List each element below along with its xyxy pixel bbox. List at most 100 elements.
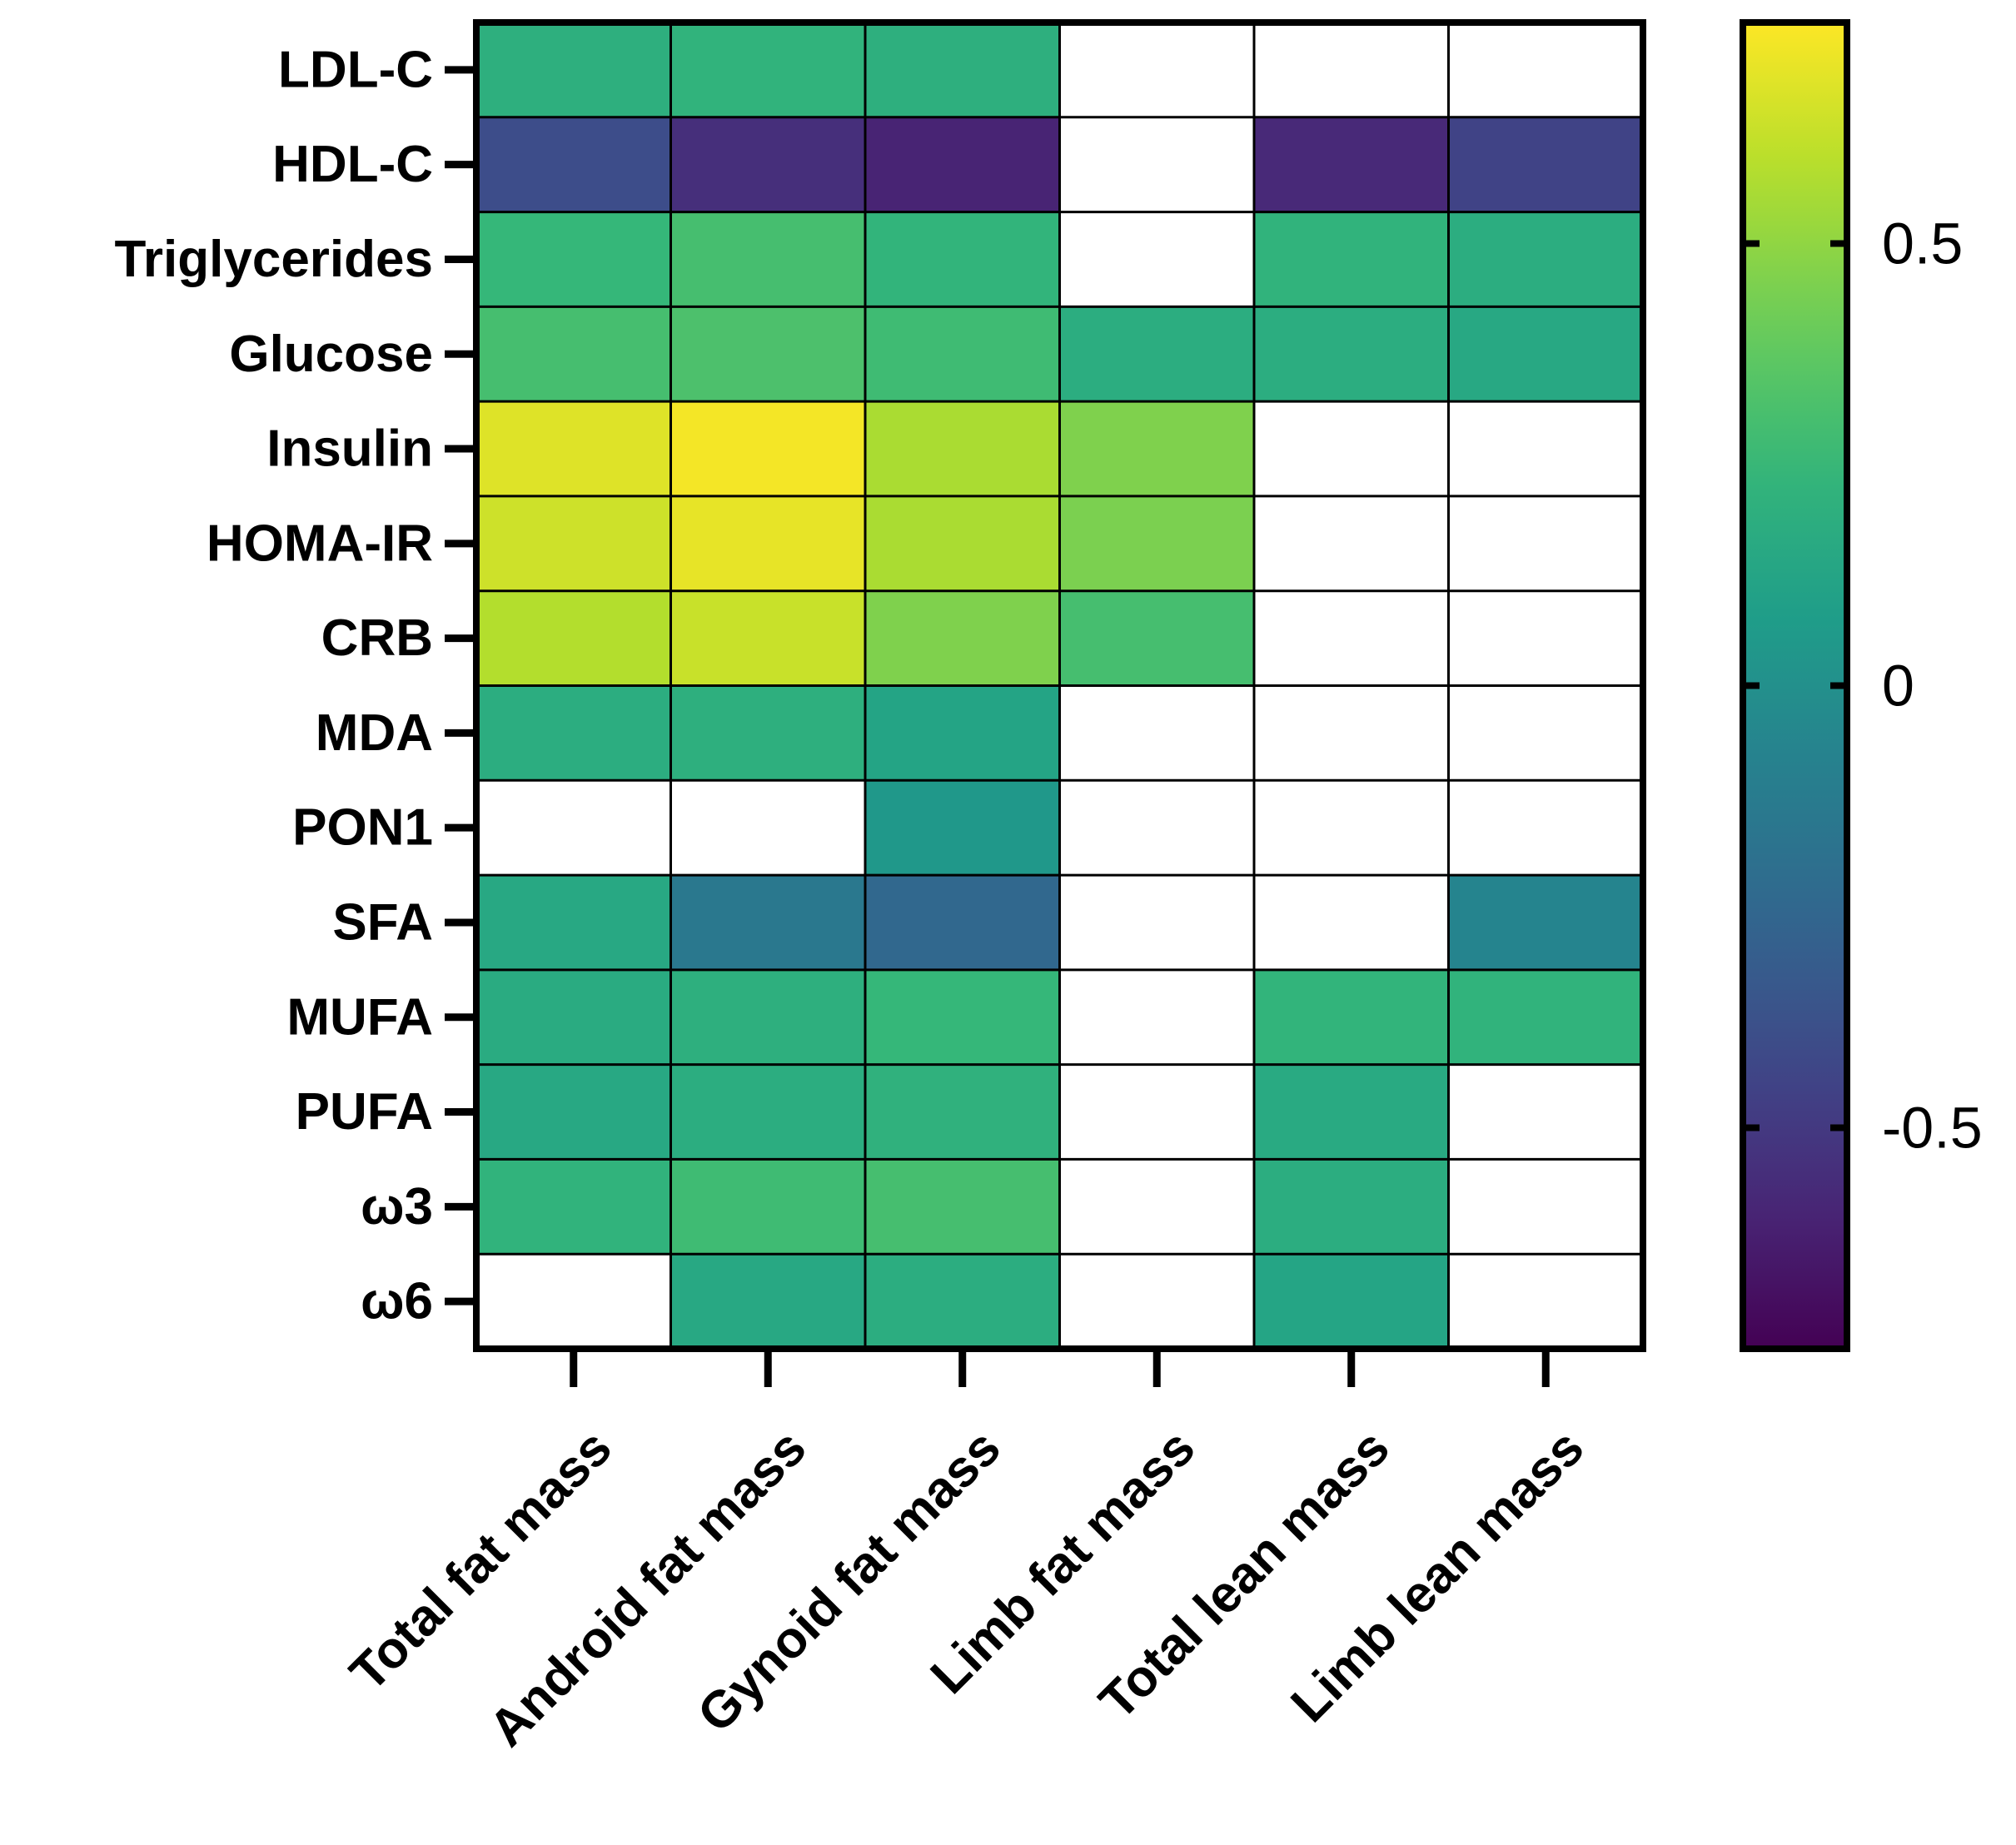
cell-ldl-c-gynoid-fat-mass (865, 22, 1060, 117)
heatmap-cells (476, 22, 1643, 1349)
cell-ldl-c-android-fat-mass (670, 22, 865, 117)
cell-mufa-total-fat-mass (476, 969, 671, 1065)
cell-homa-ir-android-fat-mass (670, 495, 865, 591)
cell-ldl-c-limb-fat-mass (1059, 22, 1254, 117)
cell-insulin-limb-fat-mass (1059, 401, 1254, 496)
cell-mufa-total-lean-mass (1254, 969, 1449, 1065)
cell-sfa-total-lean-mass (1254, 875, 1449, 970)
cell-ω3-limb-lean-mass (1448, 1159, 1643, 1255)
cell-sfa-total-fat-mass (476, 875, 671, 970)
cell-glucose-total-fat-mass (476, 306, 671, 402)
cell-ω6-limb-lean-mass (1448, 1254, 1643, 1349)
cell-mufa-limb-fat-mass (1059, 969, 1254, 1065)
cell-mufa-limb-lean-mass (1448, 969, 1643, 1065)
row-label-ω3: ω3 (361, 1178, 433, 1236)
cell-pon1-android-fat-mass (670, 780, 865, 876)
cell-ω3-limb-fat-mass (1059, 1159, 1254, 1255)
cell-triglycerides-total-fat-mass (476, 211, 671, 307)
cell-mda-total-fat-mass (476, 685, 671, 781)
cell-triglycerides-total-lean-mass (1254, 211, 1449, 307)
cell-hdl-c-total-lean-mass (1254, 117, 1449, 212)
row-label-crb: CRB (321, 609, 433, 667)
row-label-homa-ir: HOMA-IR (207, 515, 433, 572)
cell-ω6-gynoid-fat-mass (865, 1254, 1060, 1349)
cell-ω6-limb-fat-mass (1059, 1254, 1254, 1349)
cell-ω3-total-fat-mass (476, 1159, 671, 1255)
cell-pon1-gynoid-fat-mass (865, 780, 1060, 876)
cell-glucose-gynoid-fat-mass (865, 306, 1060, 402)
cell-crb-total-lean-mass (1254, 590, 1449, 686)
cell-pon1-total-fat-mass (476, 780, 671, 876)
cell-mufa-android-fat-mass (670, 969, 865, 1065)
cell-homa-ir-gynoid-fat-mass (865, 495, 1060, 591)
cell-homa-ir-limb-lean-mass (1448, 495, 1643, 591)
cell-pon1-limb-lean-mass (1448, 780, 1643, 876)
cell-ω6-total-fat-mass (476, 1254, 671, 1349)
cell-pufa-limb-lean-mass (1448, 1064, 1643, 1160)
cell-mda-limb-fat-mass (1059, 685, 1254, 781)
cell-pufa-limb-fat-mass (1059, 1064, 1254, 1160)
cell-sfa-limb-fat-mass (1059, 875, 1254, 970)
cell-hdl-c-limb-fat-mass (1059, 117, 1254, 212)
cell-pufa-android-fat-mass (670, 1064, 865, 1160)
row-label-mufa: MUFA (286, 988, 433, 1046)
cell-ω3-android-fat-mass (670, 1159, 865, 1255)
cell-triglycerides-limb-lean-mass (1448, 211, 1643, 307)
cell-homa-ir-total-lean-mass (1254, 495, 1449, 591)
cell-mufa-gynoid-fat-mass (865, 969, 1060, 1065)
cell-triglycerides-limb-fat-mass (1059, 211, 1254, 307)
cell-insulin-total-lean-mass (1254, 401, 1449, 496)
col-label-android-fat-mass: Android fat mass (478, 1419, 817, 1758)
cell-pon1-limb-fat-mass (1059, 780, 1254, 876)
cell-triglycerides-android-fat-mass (670, 211, 865, 307)
cell-ω3-total-lean-mass (1254, 1159, 1449, 1255)
cell-crb-total-fat-mass (476, 590, 671, 686)
cell-mda-limb-lean-mass (1448, 685, 1643, 781)
cell-insulin-limb-lean-mass (1448, 401, 1643, 496)
cell-ldl-c-total-lean-mass (1254, 22, 1449, 117)
cell-ω6-total-lean-mass (1254, 1254, 1449, 1349)
row-label-ω6: ω6 (361, 1273, 433, 1330)
row-label-sfa: SFA (332, 893, 433, 951)
cell-pufa-total-lean-mass (1254, 1064, 1449, 1160)
cell-sfa-gynoid-fat-mass (865, 875, 1060, 970)
cell-crb-limb-fat-mass (1059, 590, 1254, 686)
cell-homa-ir-limb-fat-mass (1059, 495, 1254, 591)
cell-insulin-total-fat-mass (476, 401, 671, 496)
row-label-pon1: PON1 (292, 799, 433, 857)
colorbar-gradient (1740, 19, 1850, 1352)
cell-glucose-limb-fat-mass (1059, 306, 1254, 402)
cell-hdl-c-limb-lean-mass (1448, 117, 1643, 212)
cell-pufa-gynoid-fat-mass (865, 1064, 1060, 1160)
cell-triglycerides-gynoid-fat-mass (865, 211, 1060, 307)
row-axis: LDL-C HDL-C Triglycerides Glucose Insulin HOM… (114, 41, 473, 1330)
colorbar-tick-label: -0.5 (1882, 1096, 1983, 1161)
colorbar-tick-label: 0.5 (1882, 211, 1963, 276)
colorbar: 0.5 0 -0.5 (1740, 19, 1983, 1352)
grid-lines (476, 22, 1643, 1349)
cell-pufa-total-fat-mass (476, 1064, 671, 1160)
row-label-ldl-c: LDL-C (278, 41, 433, 98)
cell-mda-gynoid-fat-mass (865, 685, 1060, 781)
cell-insulin-android-fat-mass (670, 401, 865, 496)
cell-ω6-android-fat-mass (670, 1254, 865, 1349)
row-label-mda: MDA (316, 704, 433, 762)
cell-glucose-android-fat-mass (670, 306, 865, 402)
colorbar-tick-label: 0 (1882, 654, 1914, 719)
cell-crb-gynoid-fat-mass (865, 590, 1060, 686)
cell-homa-ir-total-fat-mass (476, 495, 671, 591)
cell-hdl-c-gynoid-fat-mass (865, 117, 1060, 212)
cell-sfa-android-fat-mass (670, 875, 865, 970)
row-label-hdl-c: HDL-C (272, 136, 433, 193)
row-label-pufa: PUFA (296, 1083, 433, 1141)
cell-insulin-gynoid-fat-mass (865, 401, 1060, 496)
cell-pon1-total-lean-mass (1254, 780, 1449, 876)
cell-mda-total-lean-mass (1254, 685, 1449, 781)
cell-glucose-limb-lean-mass (1448, 306, 1643, 402)
plot-frame (473, 19, 1646, 1352)
cell-crb-limb-lean-mass (1448, 590, 1643, 686)
cell-hdl-c-total-fat-mass (476, 117, 671, 212)
cell-glucose-total-lean-mass (1254, 306, 1449, 402)
